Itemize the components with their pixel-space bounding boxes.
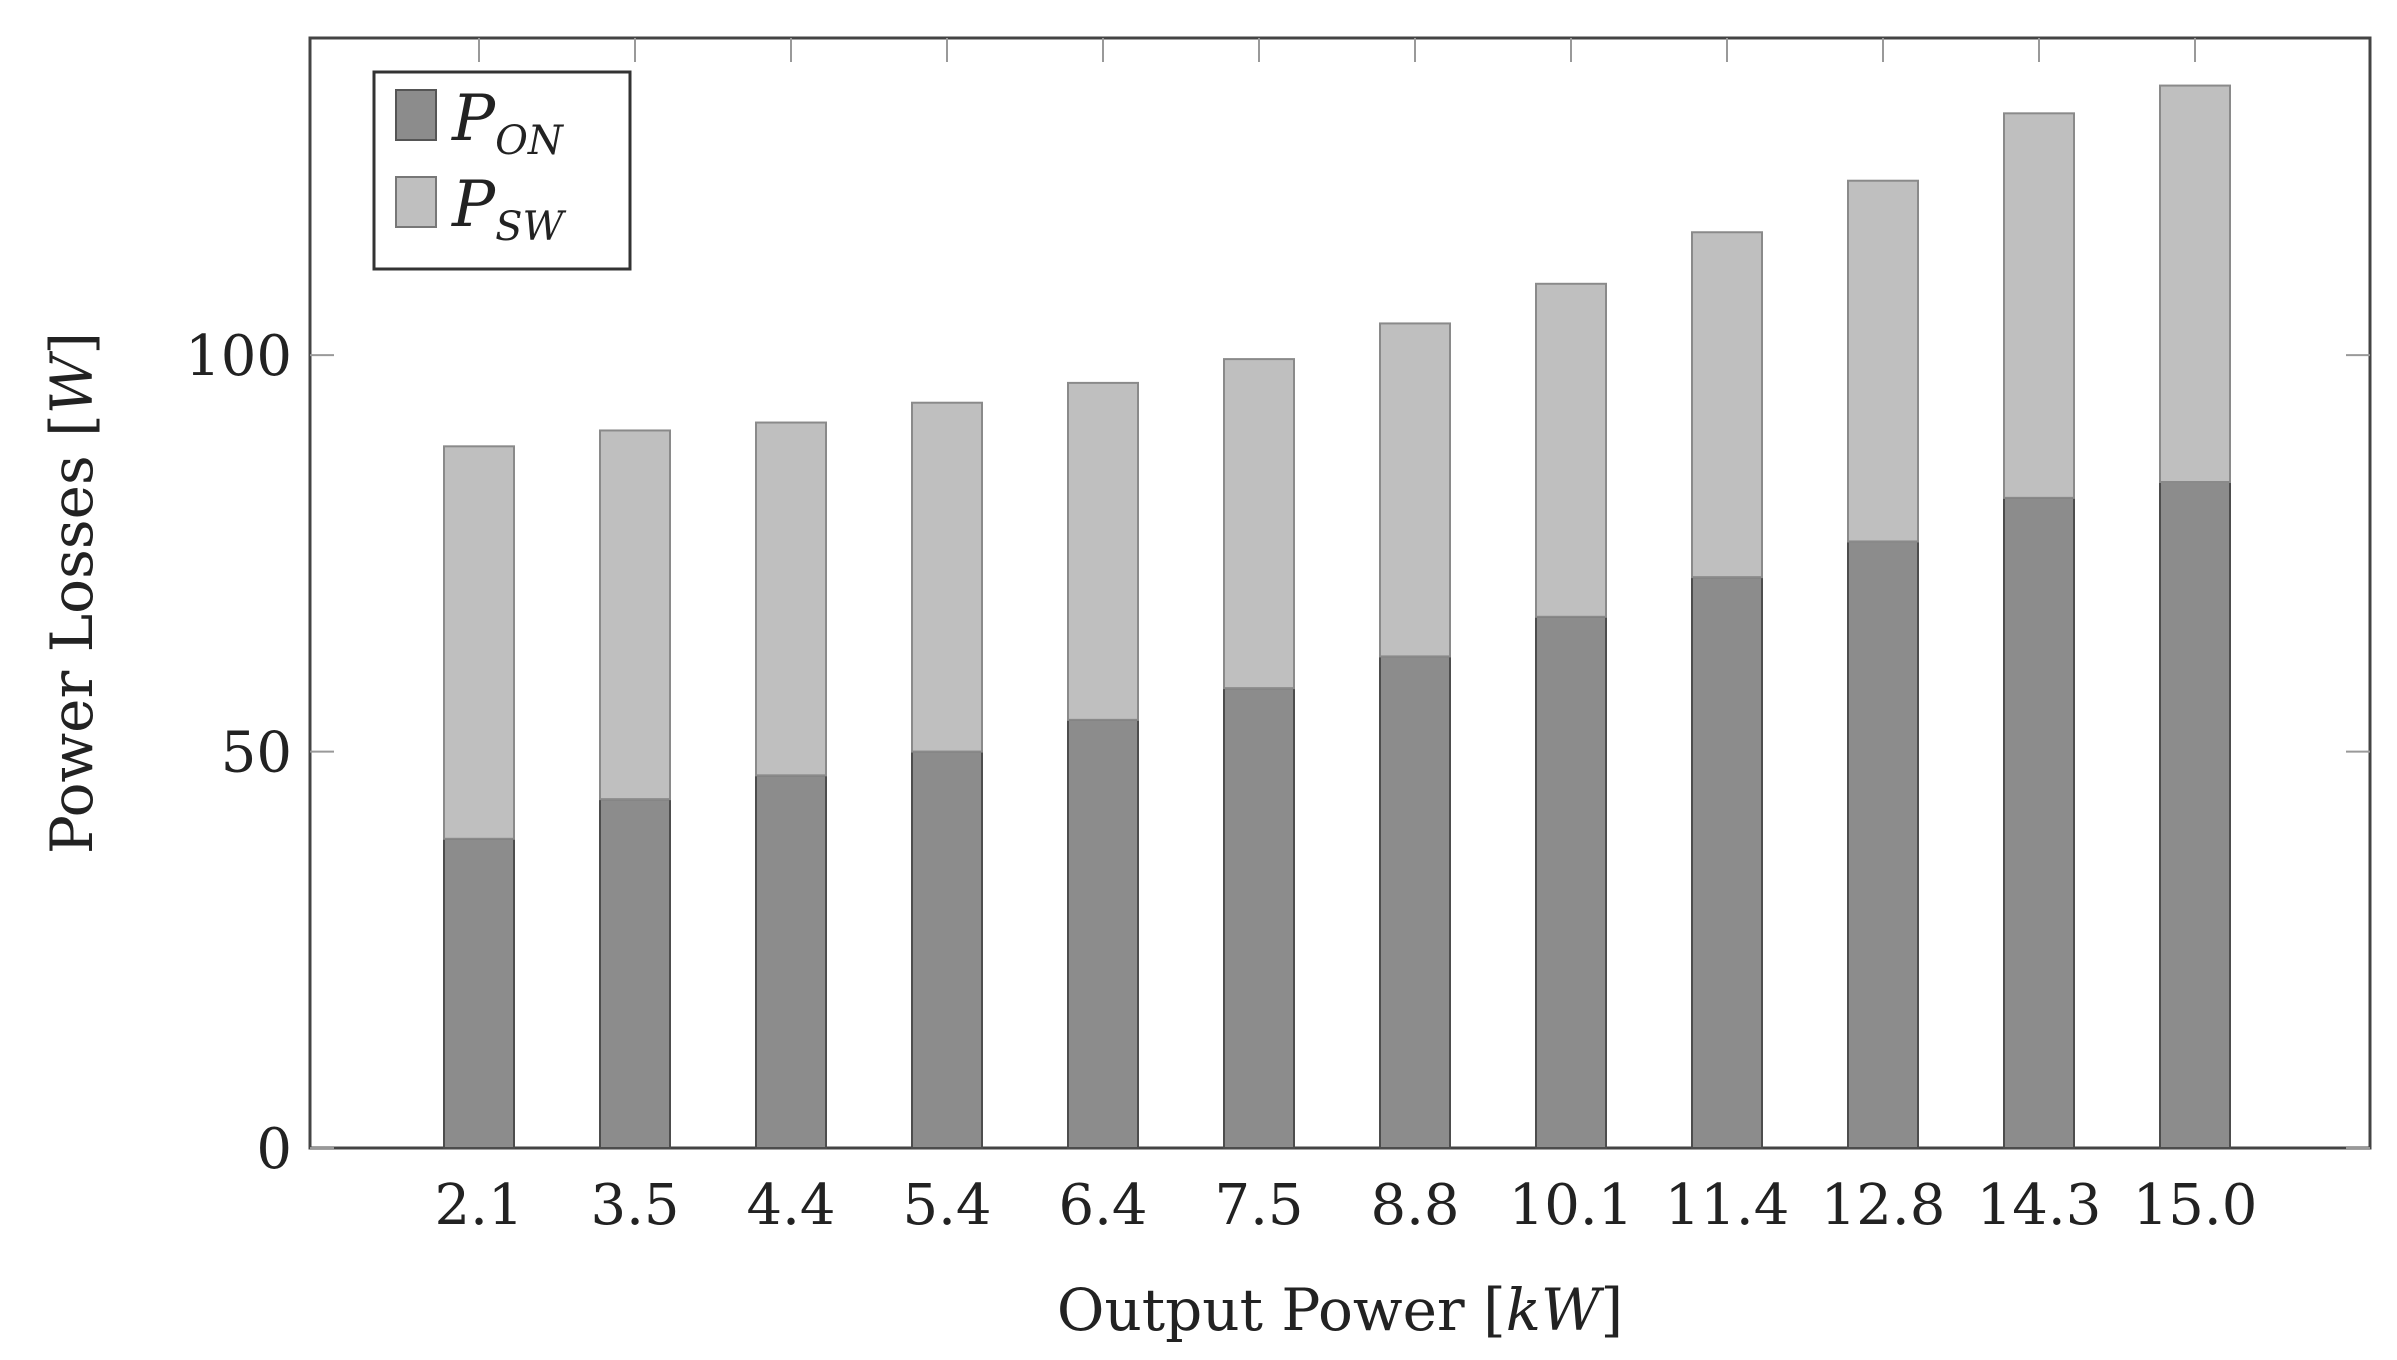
y-tick-label-0: 0: [256, 1117, 292, 1182]
bar-p-sw-6: [1379, 322, 1451, 658]
bars: [443, 84, 2231, 1150]
y-axis-title-unit: W: [38, 350, 106, 414]
x-axis-title: Output Power [kW]: [1057, 1276, 1623, 1344]
legend-label-p-sw: PSW: [451, 168, 566, 250]
bar-p-sw-3: [911, 401, 983, 753]
y-axis-title-bracket-open: [: [38, 414, 106, 437]
bar-p-on-6: [1379, 655, 1451, 1150]
legend-entry-p-on: PON: [395, 82, 565, 164]
x-tick-label-10: 14.3: [1977, 1173, 2102, 1238]
y-axis-title-bracket-close: ]: [38, 332, 106, 355]
x-tick-label-7: 10.1: [1509, 1173, 1634, 1238]
x-tick-label-9: 12.8: [1821, 1173, 1946, 1238]
x-axis-title-bracket-open: [: [1483, 1276, 1506, 1344]
x-tick-label-1: 3.5: [590, 1173, 679, 1238]
bar-p-sw-1: [599, 429, 671, 801]
x-tick-label-8: 11.4: [1665, 1173, 1790, 1238]
x-axis-title-text: Output Power: [1057, 1276, 1483, 1344]
legend-label-p-on-main: P: [451, 82, 496, 156]
x-tick-label-11: 15.0: [2133, 1173, 2258, 1238]
bar-p-sw-7: [1535, 282, 1607, 618]
plot-frame: [308, 36, 2372, 1150]
x-tick-label-5: 7.5: [1214, 1173, 1303, 1238]
bar-p-sw-2: [755, 421, 827, 777]
legend-label-p-sw-sub: SW: [495, 204, 566, 250]
x-axis-title-unit: kW: [1506, 1276, 1605, 1344]
x-tick-label-4: 6.4: [1058, 1173, 1147, 1238]
legend-label-p-on: PON: [451, 82, 565, 164]
bar-p-sw-4: [1067, 381, 1139, 721]
x-axis-ticks: 2.1 3.5 4.4 5.4 6.4 7.5 8.8 10.1 11.4 12.8 14.3 15.…: [434, 38, 2257, 1238]
y-tick-label-50: 50: [221, 721, 292, 786]
bar-p-on-4: [1067, 718, 1139, 1149]
x-tick-label-6: 8.8: [1370, 1173, 1459, 1238]
bar-p-sw-10: [2003, 112, 2075, 499]
bar-p-on-8: [1691, 576, 1763, 1149]
bar-p-on-0: [443, 837, 515, 1149]
bar-p-on-7: [1535, 615, 1607, 1149]
legend-swatch-p-sw: [395, 176, 437, 228]
y-axis-title: Power Losses [W]: [38, 332, 106, 854]
bar-p-sw-5: [1223, 358, 1295, 690]
bar-p-sw-9: [1847, 179, 1919, 543]
legend: PON PSW: [372, 70, 632, 271]
bar-p-on-5: [1223, 687, 1295, 1150]
bar-p-sw-8: [1691, 231, 1763, 579]
x-tick-label-2: 4.4: [746, 1173, 835, 1238]
bar-p-sw-11: [2159, 84, 2231, 483]
bar-p-on-10: [2003, 496, 2075, 1150]
legend-label-p-sw-main: P: [451, 168, 496, 242]
x-axis-title-bracket-close: ]: [1600, 1276, 1623, 1344]
y-axis-title-text: Power Losses: [38, 437, 106, 854]
legend-entry-p-sw: PSW: [395, 168, 566, 250]
x-tick-label-0: 2.1: [434, 1173, 523, 1238]
y-tick-label-100: 100: [185, 324, 292, 389]
bar-p-on-11: [2159, 481, 2231, 1149]
bar-p-on-2: [755, 774, 827, 1149]
y-axis-ticks: 0 50 100: [185, 324, 2370, 1182]
bar-p-on-9: [1847, 540, 1919, 1149]
bar-p-on-3: [911, 750, 983, 1149]
legend-swatch-p-on: [395, 89, 437, 141]
legend-label-p-on-sub: ON: [495, 118, 565, 164]
bar-p-sw-0: [443, 445, 515, 840]
bar-p-on-1: [599, 798, 671, 1150]
x-tick-label-3: 5.4: [902, 1173, 991, 1238]
